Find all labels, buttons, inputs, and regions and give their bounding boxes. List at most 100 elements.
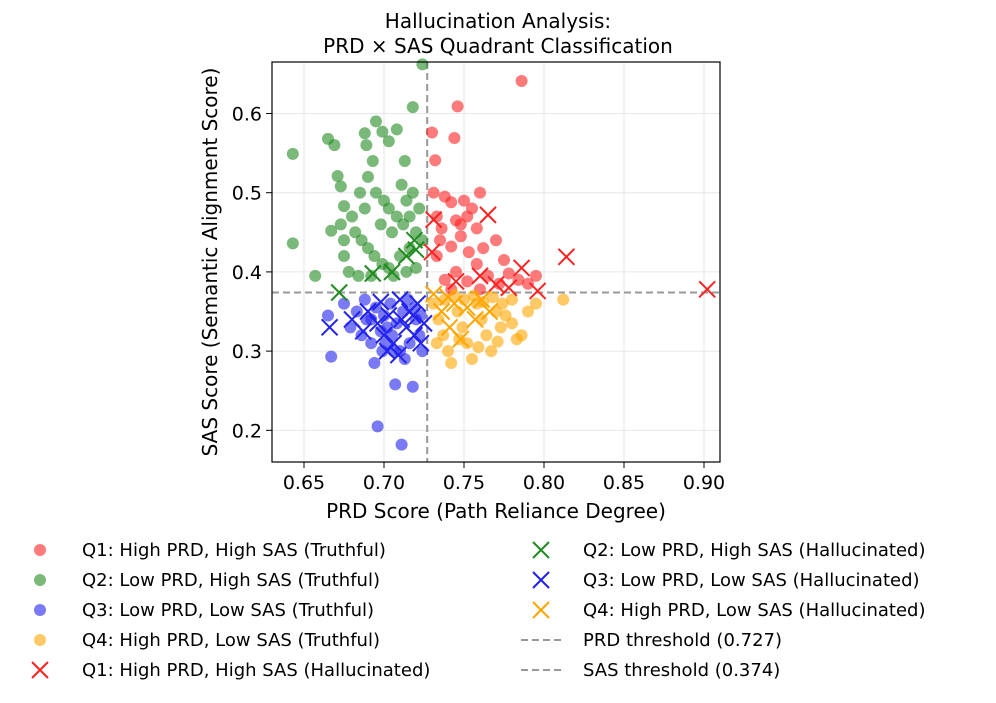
data-point-s1 (403, 210, 416, 223)
x-tick-label: 0.90 (683, 472, 725, 494)
data-marker-s7 (424, 285, 443, 303)
data-point-s3 (506, 293, 518, 306)
x-marker-stroke (423, 243, 441, 261)
data-marker-s6 (412, 334, 430, 352)
y-tick-label: 0.5 (232, 183, 262, 205)
legend-label: Q4: High PRD, Low SAS (Hallucinated) (583, 600, 925, 621)
data-point-s3 (522, 305, 534, 318)
data-point-s2 (350, 305, 363, 318)
legend-label: Q4: High PRD, Low SAS (Truthful) (82, 630, 380, 651)
data-point-s1 (286, 147, 299, 160)
data-marker-s7 (466, 310, 484, 329)
data-point-s0 (445, 196, 458, 209)
data-point-s1 (360, 139, 373, 152)
x-marker-stroke (471, 267, 489, 285)
data-point-s0 (474, 186, 486, 199)
data-point-s1 (362, 170, 374, 183)
x-marker-stroke (557, 248, 576, 266)
data-point-s2 (395, 438, 408, 451)
legend-x-swatch (532, 571, 550, 589)
x-marker-stroke (384, 334, 403, 352)
x-marker-stroke (439, 288, 457, 306)
x-tick-label: 0.75 (443, 472, 485, 494)
data-point-s1 (410, 261, 422, 274)
chart-title-line-2: PRD × SAS Quadrant Classification (323, 34, 673, 58)
data-point-s1 (354, 186, 366, 199)
data-point-s3 (480, 329, 493, 342)
data-point-s1 (346, 210, 358, 223)
data-point-s1 (413, 202, 426, 215)
data-marker-s6 (389, 346, 408, 364)
data-point-s1 (334, 180, 347, 193)
data-point-s0 (451, 100, 464, 113)
data-point-s1 (338, 234, 350, 247)
data-point-s0 (470, 257, 483, 270)
data-marker-s6 (354, 322, 372, 341)
data-marker-s6 (391, 290, 409, 309)
data-marker-s6 (380, 306, 398, 325)
data-point-s2 (371, 420, 384, 433)
data-point-s0 (530, 269, 542, 282)
data-marker-s6 (372, 293, 390, 311)
data-point-s3 (494, 321, 507, 334)
y-tick-label: 0.3 (232, 341, 262, 363)
data-point-s0 (445, 240, 458, 253)
data-marker-s6 (404, 306, 422, 325)
data-point-s3 (486, 291, 499, 304)
x-marker-stroke (472, 290, 491, 309)
x-marker-stroke (698, 280, 716, 299)
data-point-s1 (331, 170, 344, 183)
data-point-s1 (382, 202, 395, 215)
x-marker-stroke (424, 285, 443, 303)
data-point-s1 (370, 186, 382, 199)
data-marker-s5 (407, 241, 425, 259)
x-marker-stroke (391, 290, 409, 309)
data-point-s1 (398, 155, 411, 168)
data-point-s1 (328, 139, 341, 152)
data-points (286, 58, 716, 451)
x-marker-stroke (383, 263, 401, 281)
data-marker-s4 (528, 282, 547, 300)
x-marker-stroke (480, 302, 499, 321)
data-point-s0 (498, 254, 510, 267)
x-marker-stroke (380, 306, 398, 325)
x-marker-stroke (405, 231, 424, 249)
x-axis-label: PRD Score (Path Reliance Degree) (326, 499, 666, 523)
data-point-s0 (427, 186, 440, 199)
data-point-s2 (358, 293, 371, 306)
data-point-s0 (448, 132, 461, 145)
x-marker-stroke (466, 310, 484, 329)
legend-circle-swatch (34, 604, 46, 616)
data-marker-s5 (364, 264, 382, 283)
legend-label: Q3: Low PRD, Low SAS (Truthful) (82, 600, 374, 621)
data-marker-s6 (378, 342, 396, 360)
data-marker-s4 (424, 210, 443, 229)
data-point-s1 (338, 200, 350, 213)
x-tick-label: 0.70 (363, 472, 405, 494)
x-marker-stroke (375, 326, 393, 344)
data-point-s1 (358, 202, 371, 215)
data-marker-s7 (472, 290, 491, 309)
data-marker-s5 (397, 247, 416, 265)
data-point-s1 (370, 115, 382, 128)
y-tick-label: 0.4 (232, 262, 262, 284)
data-point-s2 (368, 356, 381, 369)
data-point-s3 (515, 329, 528, 342)
data-marker-s4 (512, 259, 531, 277)
data-point-s1 (390, 123, 403, 136)
legend-label: Q2: Low PRD, High SAS (Hallucinated) (583, 540, 925, 561)
data-marker-s5 (383, 263, 401, 281)
data-point-s2 (322, 309, 334, 322)
data-point-s2 (365, 337, 378, 350)
data-point-s1 (376, 125, 389, 138)
data-point-s0 (477, 242, 490, 255)
data-point-s1 (394, 250, 406, 263)
chart-title-line-1: Hallucination Analysis: (385, 9, 611, 33)
legend-x-swatch (532, 541, 550, 559)
data-point-s1 (366, 155, 379, 168)
data-point-s3 (506, 317, 518, 330)
data-marker-s7 (432, 302, 451, 321)
x-marker-stroke (343, 310, 361, 329)
x-marker-stroke (320, 318, 339, 337)
data-marker-s7 (452, 330, 470, 348)
